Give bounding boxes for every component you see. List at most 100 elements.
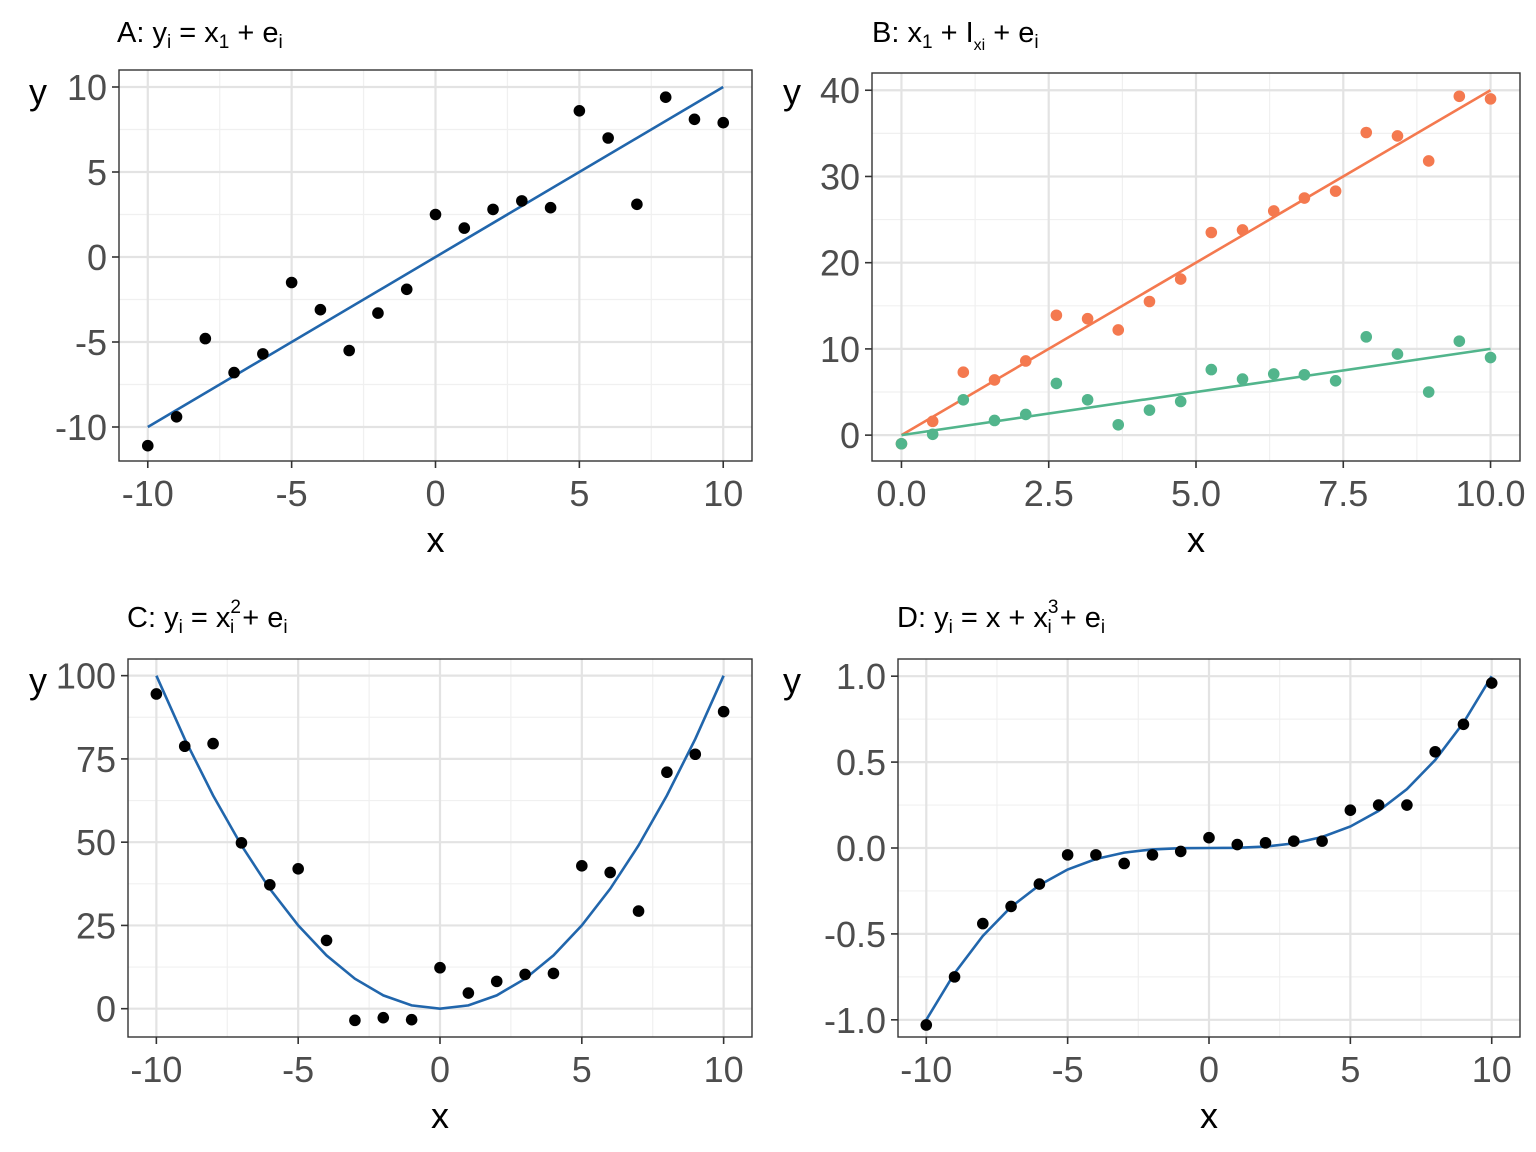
y-tick-label: 20 — [820, 243, 860, 284]
x-tick-label: 5.0 — [1171, 473, 1221, 514]
data-point — [1391, 130, 1404, 142]
data-point — [1118, 857, 1130, 870]
data-point — [264, 879, 276, 891]
data-point — [178, 740, 191, 753]
data-point — [926, 428, 939, 441]
panel-c-title: C: yi = x2 i + ei — [127, 597, 288, 638]
data-layer — [150, 675, 730, 1027]
data-point — [957, 366, 970, 378]
data-point — [573, 105, 586, 117]
data-point — [1453, 335, 1466, 347]
data-layer — [141, 85, 730, 452]
y-tick-label: 50 — [76, 822, 116, 863]
data-point — [602, 132, 614, 144]
data-point — [1422, 155, 1435, 167]
data-point — [487, 203, 499, 216]
y-axis-label: y — [29, 660, 47, 701]
y-tick-label: 0 — [96, 989, 116, 1030]
data-point — [1236, 373, 1249, 385]
data-point — [434, 961, 446, 974]
data-point — [1019, 408, 1032, 421]
data-layer — [895, 89, 1497, 450]
y-tick-label: 0 — [840, 415, 860, 456]
x-tick-label: -5 — [282, 1049, 314, 1090]
y-tick-label: -0.5 — [824, 914, 886, 955]
data-point — [576, 860, 588, 872]
data-point — [1143, 295, 1156, 308]
y-tick-label: 100 — [56, 656, 116, 697]
data-point — [1484, 93, 1497, 105]
data-point — [343, 344, 355, 357]
data-point — [1174, 395, 1187, 408]
data-point — [1484, 351, 1497, 364]
data-point — [1401, 799, 1413, 811]
panel-d: -10 -5 0 5 10 -1.0 -0.5 0.0 0.5 1.0 x y — [783, 656, 1521, 1136]
data-point — [895, 437, 908, 450]
y-tick-label: 30 — [820, 156, 860, 197]
data-point — [688, 113, 701, 126]
y-tick-label: 1.0 — [836, 656, 886, 697]
x-tick-label: 10 — [704, 1049, 744, 1090]
data-point — [1372, 799, 1385, 811]
x-tick-label: 5 — [1340, 1049, 1360, 1090]
x-tick-label: -5 — [1052, 1049, 1084, 1090]
data-point — [235, 837, 248, 849]
data-point — [1005, 900, 1017, 913]
data-point — [1081, 312, 1094, 325]
y-tick-label: 40 — [820, 70, 860, 111]
data-point — [199, 332, 212, 345]
data-point — [1174, 845, 1187, 858]
data-point — [604, 866, 616, 879]
data-point — [717, 116, 730, 129]
data-point — [1112, 418, 1125, 431]
y-tick-label: 0.0 — [836, 828, 886, 869]
data-point — [1112, 324, 1125, 336]
x-tick-label: -10 — [900, 1049, 952, 1090]
data-point — [1298, 192, 1311, 204]
data-point — [977, 917, 989, 930]
data-point — [1360, 126, 1373, 139]
y-axis-label: y — [783, 71, 801, 112]
data-point — [988, 414, 1001, 427]
x-tick-label: -10 — [130, 1049, 182, 1090]
data-point — [1143, 404, 1156, 416]
x-tick-label: 7.5 — [1318, 473, 1368, 514]
data-point — [170, 411, 183, 423]
data-point — [257, 348, 269, 360]
data-point — [462, 987, 475, 999]
x-axis-label: x — [1187, 519, 1205, 560]
data-point — [1019, 355, 1032, 367]
x-tick-label: 10 — [1472, 1049, 1512, 1090]
x-tick-label: -10 — [122, 473, 174, 514]
data-point — [377, 1011, 390, 1024]
y-tick-label: 10 — [820, 329, 860, 370]
y-axis-label: y — [29, 71, 47, 112]
data-point — [292, 863, 304, 875]
data-point — [400, 283, 413, 296]
x-tick-label: 10 — [703, 473, 743, 514]
data-point — [1081, 393, 1094, 406]
panel-d-title: D: yi = x + x3 i + ei — [897, 597, 1105, 638]
data-point — [1288, 835, 1300, 847]
x-tick-label: 5 — [569, 473, 589, 514]
x-tick-label: 10.0 — [1456, 473, 1526, 514]
x-tick-label: 0 — [430, 1049, 450, 1090]
data-point — [1205, 226, 1218, 239]
data-point — [948, 971, 961, 983]
data-point — [207, 737, 219, 750]
data-point — [659, 91, 672, 103]
data-point — [1050, 377, 1063, 390]
x-tick-label: 5 — [572, 1049, 592, 1090]
data-point — [1329, 185, 1342, 197]
data-point — [458, 222, 471, 234]
data-point — [1485, 677, 1498, 689]
y-tick-label: 75 — [76, 739, 116, 780]
data-point — [1267, 205, 1280, 217]
data-point — [372, 307, 384, 319]
panel-a-title: A: yi = x1 + ei — [117, 17, 283, 53]
data-point — [1298, 368, 1311, 381]
panel-a: -10 -5 0 5 10 -10 -5 0 5 10 x y — [29, 67, 753, 560]
data-point — [1422, 386, 1435, 398]
